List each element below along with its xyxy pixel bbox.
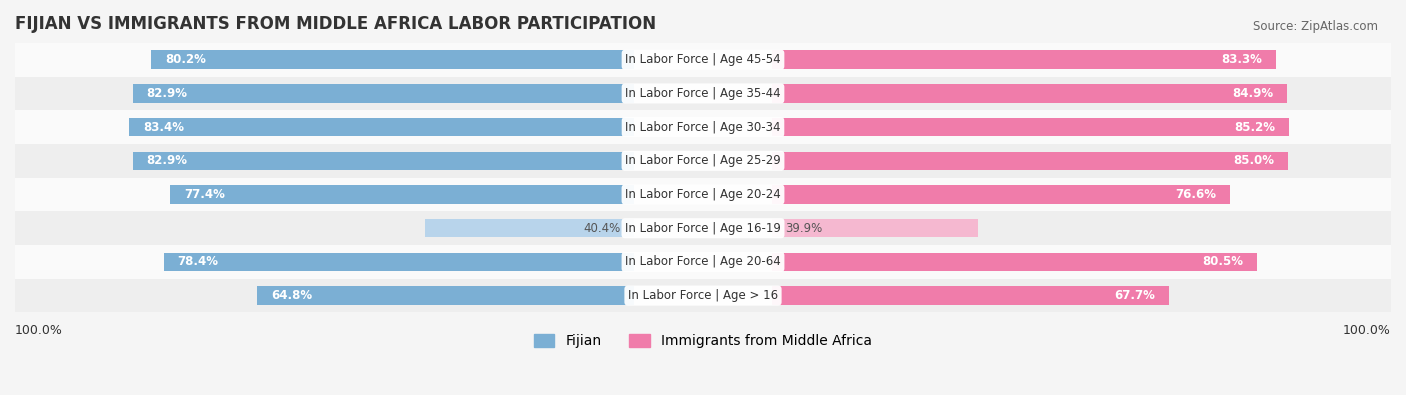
Text: In Labor Force | Age 35-44: In Labor Force | Age 35-44 <box>626 87 780 100</box>
Text: In Labor Force | Age 16-19: In Labor Force | Age 16-19 <box>626 222 780 235</box>
Text: 76.6%: 76.6% <box>1175 188 1216 201</box>
Text: 39.9%: 39.9% <box>786 222 823 235</box>
Text: 77.4%: 77.4% <box>184 188 225 201</box>
Bar <box>15 43 1391 77</box>
Bar <box>425 219 634 237</box>
Text: In Labor Force | Age 20-64: In Labor Force | Age 20-64 <box>626 256 780 269</box>
Text: 80.5%: 80.5% <box>1202 256 1243 269</box>
Bar <box>772 253 1257 271</box>
Text: In Labor Force | Age 25-29: In Labor Force | Age 25-29 <box>626 154 780 167</box>
Text: In Labor Force | Age 20-24: In Labor Force | Age 20-24 <box>626 188 780 201</box>
Text: 85.0%: 85.0% <box>1233 154 1274 167</box>
Text: 40.4%: 40.4% <box>583 222 620 235</box>
Text: In Labor Force | Age 45-54: In Labor Force | Age 45-54 <box>626 53 780 66</box>
Text: In Labor Force | Age 30-34: In Labor Force | Age 30-34 <box>626 120 780 134</box>
Text: Source: ZipAtlas.com: Source: ZipAtlas.com <box>1253 20 1378 33</box>
Bar <box>163 253 634 271</box>
Bar <box>152 51 634 69</box>
Bar <box>15 77 1391 110</box>
Text: 85.2%: 85.2% <box>1234 120 1275 134</box>
Bar <box>132 84 634 103</box>
Bar <box>15 178 1391 211</box>
Bar <box>132 152 634 170</box>
Bar <box>15 245 1391 279</box>
Text: 83.3%: 83.3% <box>1222 53 1263 66</box>
Bar <box>772 286 1168 305</box>
Bar <box>772 185 1230 204</box>
Text: 83.4%: 83.4% <box>143 120 184 134</box>
Bar <box>772 219 977 237</box>
Bar <box>15 110 1391 144</box>
Bar <box>772 84 1286 103</box>
Text: 82.9%: 82.9% <box>146 154 187 167</box>
Legend: Fijian, Immigrants from Middle Africa: Fijian, Immigrants from Middle Africa <box>529 329 877 354</box>
Text: 80.2%: 80.2% <box>165 53 205 66</box>
Bar <box>129 118 634 136</box>
Text: 100.0%: 100.0% <box>1343 324 1391 337</box>
Bar <box>772 51 1277 69</box>
Text: 67.7%: 67.7% <box>1114 289 1154 302</box>
Text: 78.4%: 78.4% <box>177 256 218 269</box>
Bar <box>772 118 1289 136</box>
Bar <box>170 185 634 204</box>
Text: 84.9%: 84.9% <box>1232 87 1274 100</box>
Bar <box>772 152 1288 170</box>
Text: In Labor Force | Age > 16: In Labor Force | Age > 16 <box>628 289 778 302</box>
Text: 64.8%: 64.8% <box>271 289 312 302</box>
Bar <box>15 144 1391 178</box>
Text: 100.0%: 100.0% <box>15 324 63 337</box>
Text: 82.9%: 82.9% <box>146 87 187 100</box>
Text: FIJIAN VS IMMIGRANTS FROM MIDDLE AFRICA LABOR PARTICIPATION: FIJIAN VS IMMIGRANTS FROM MIDDLE AFRICA … <box>15 15 657 33</box>
Bar <box>15 211 1391 245</box>
Bar <box>257 286 634 305</box>
Bar <box>15 279 1391 312</box>
